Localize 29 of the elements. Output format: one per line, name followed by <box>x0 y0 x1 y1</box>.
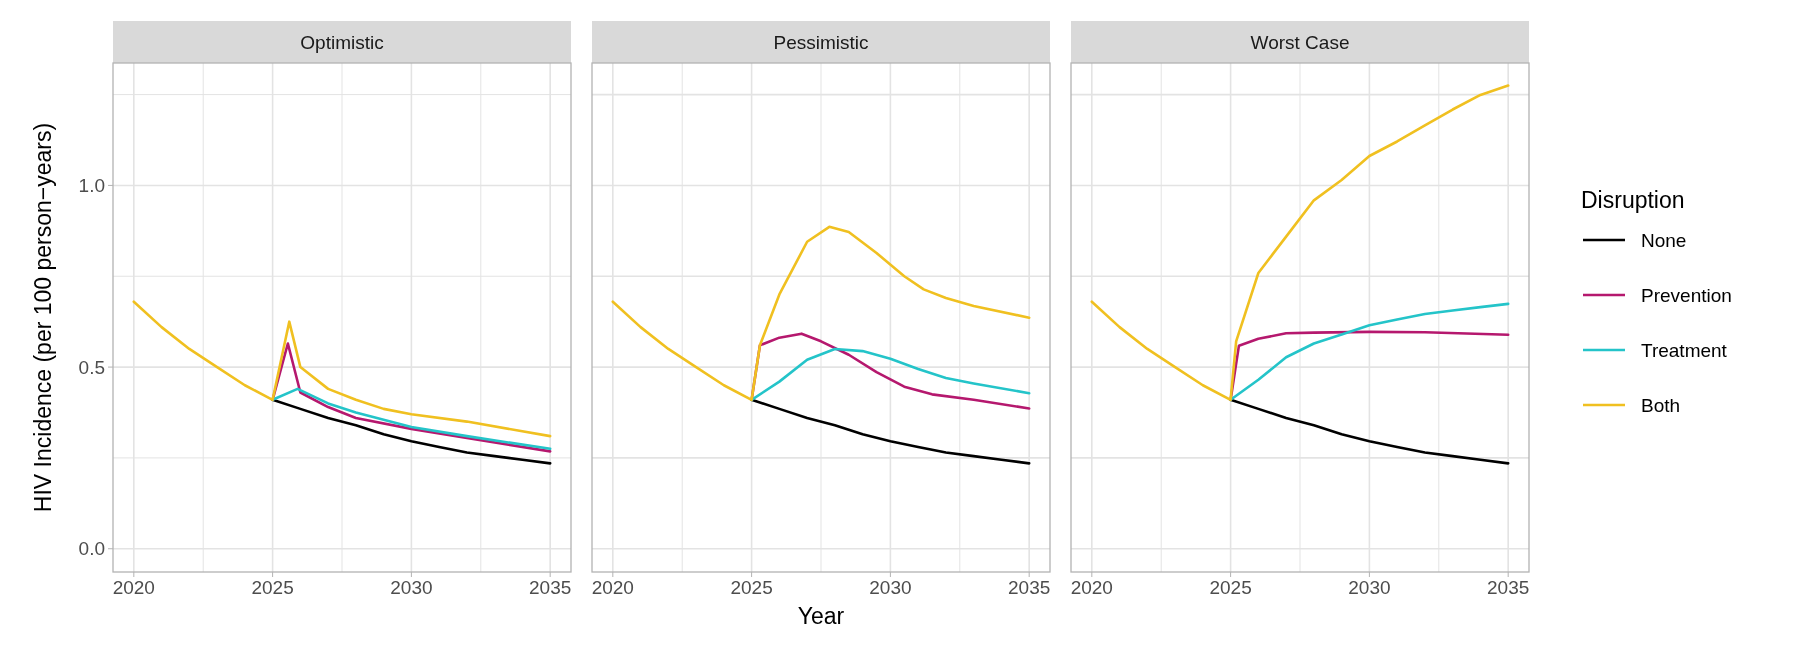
legend-label: Treatment <box>1641 339 1728 361</box>
line-series <box>271 342 552 453</box>
x-tick-label: 2035 <box>529 577 572 598</box>
x-tick-label: 2025 <box>251 577 294 598</box>
x-tick-label: 2025 <box>1209 577 1252 598</box>
x-tick-label: 2030 <box>390 577 433 598</box>
chart-title: Pessimistic <box>773 31 869 53</box>
y-axis-title: HIV Incidence (per 100 person−years) <box>30 122 56 513</box>
x-tick-label: 2030 <box>869 577 912 598</box>
legend-label: Prevention <box>1641 284 1732 306</box>
x-tick-label: 2035 <box>1487 577 1530 598</box>
line-series <box>271 398 552 465</box>
legend-label: None <box>1641 229 1687 251</box>
chart-title: Optimistic <box>300 31 384 53</box>
legend-label: Both <box>1641 394 1681 416</box>
x-tick-label: 2030 <box>1348 577 1391 598</box>
x-axis-title: Year <box>797 603 845 629</box>
x-tick-label: 2020 <box>112 577 155 598</box>
legend-title: Disruption <box>1581 187 1685 213</box>
x-tick-label: 2020 <box>591 577 634 598</box>
line-series <box>271 387 552 451</box>
chart-title: Worst Case <box>1250 31 1350 53</box>
x-tick-label: 2020 <box>1070 577 1113 598</box>
y-tick-label: 0.5 <box>78 356 105 378</box>
x-tick-label: 2025 <box>730 577 773 598</box>
line-series <box>132 300 552 438</box>
y-tick-label: 1.0 <box>78 174 105 196</box>
x-tick-label: 2035 <box>1008 577 1051 598</box>
y-tick-label: 0.0 <box>78 538 105 560</box>
